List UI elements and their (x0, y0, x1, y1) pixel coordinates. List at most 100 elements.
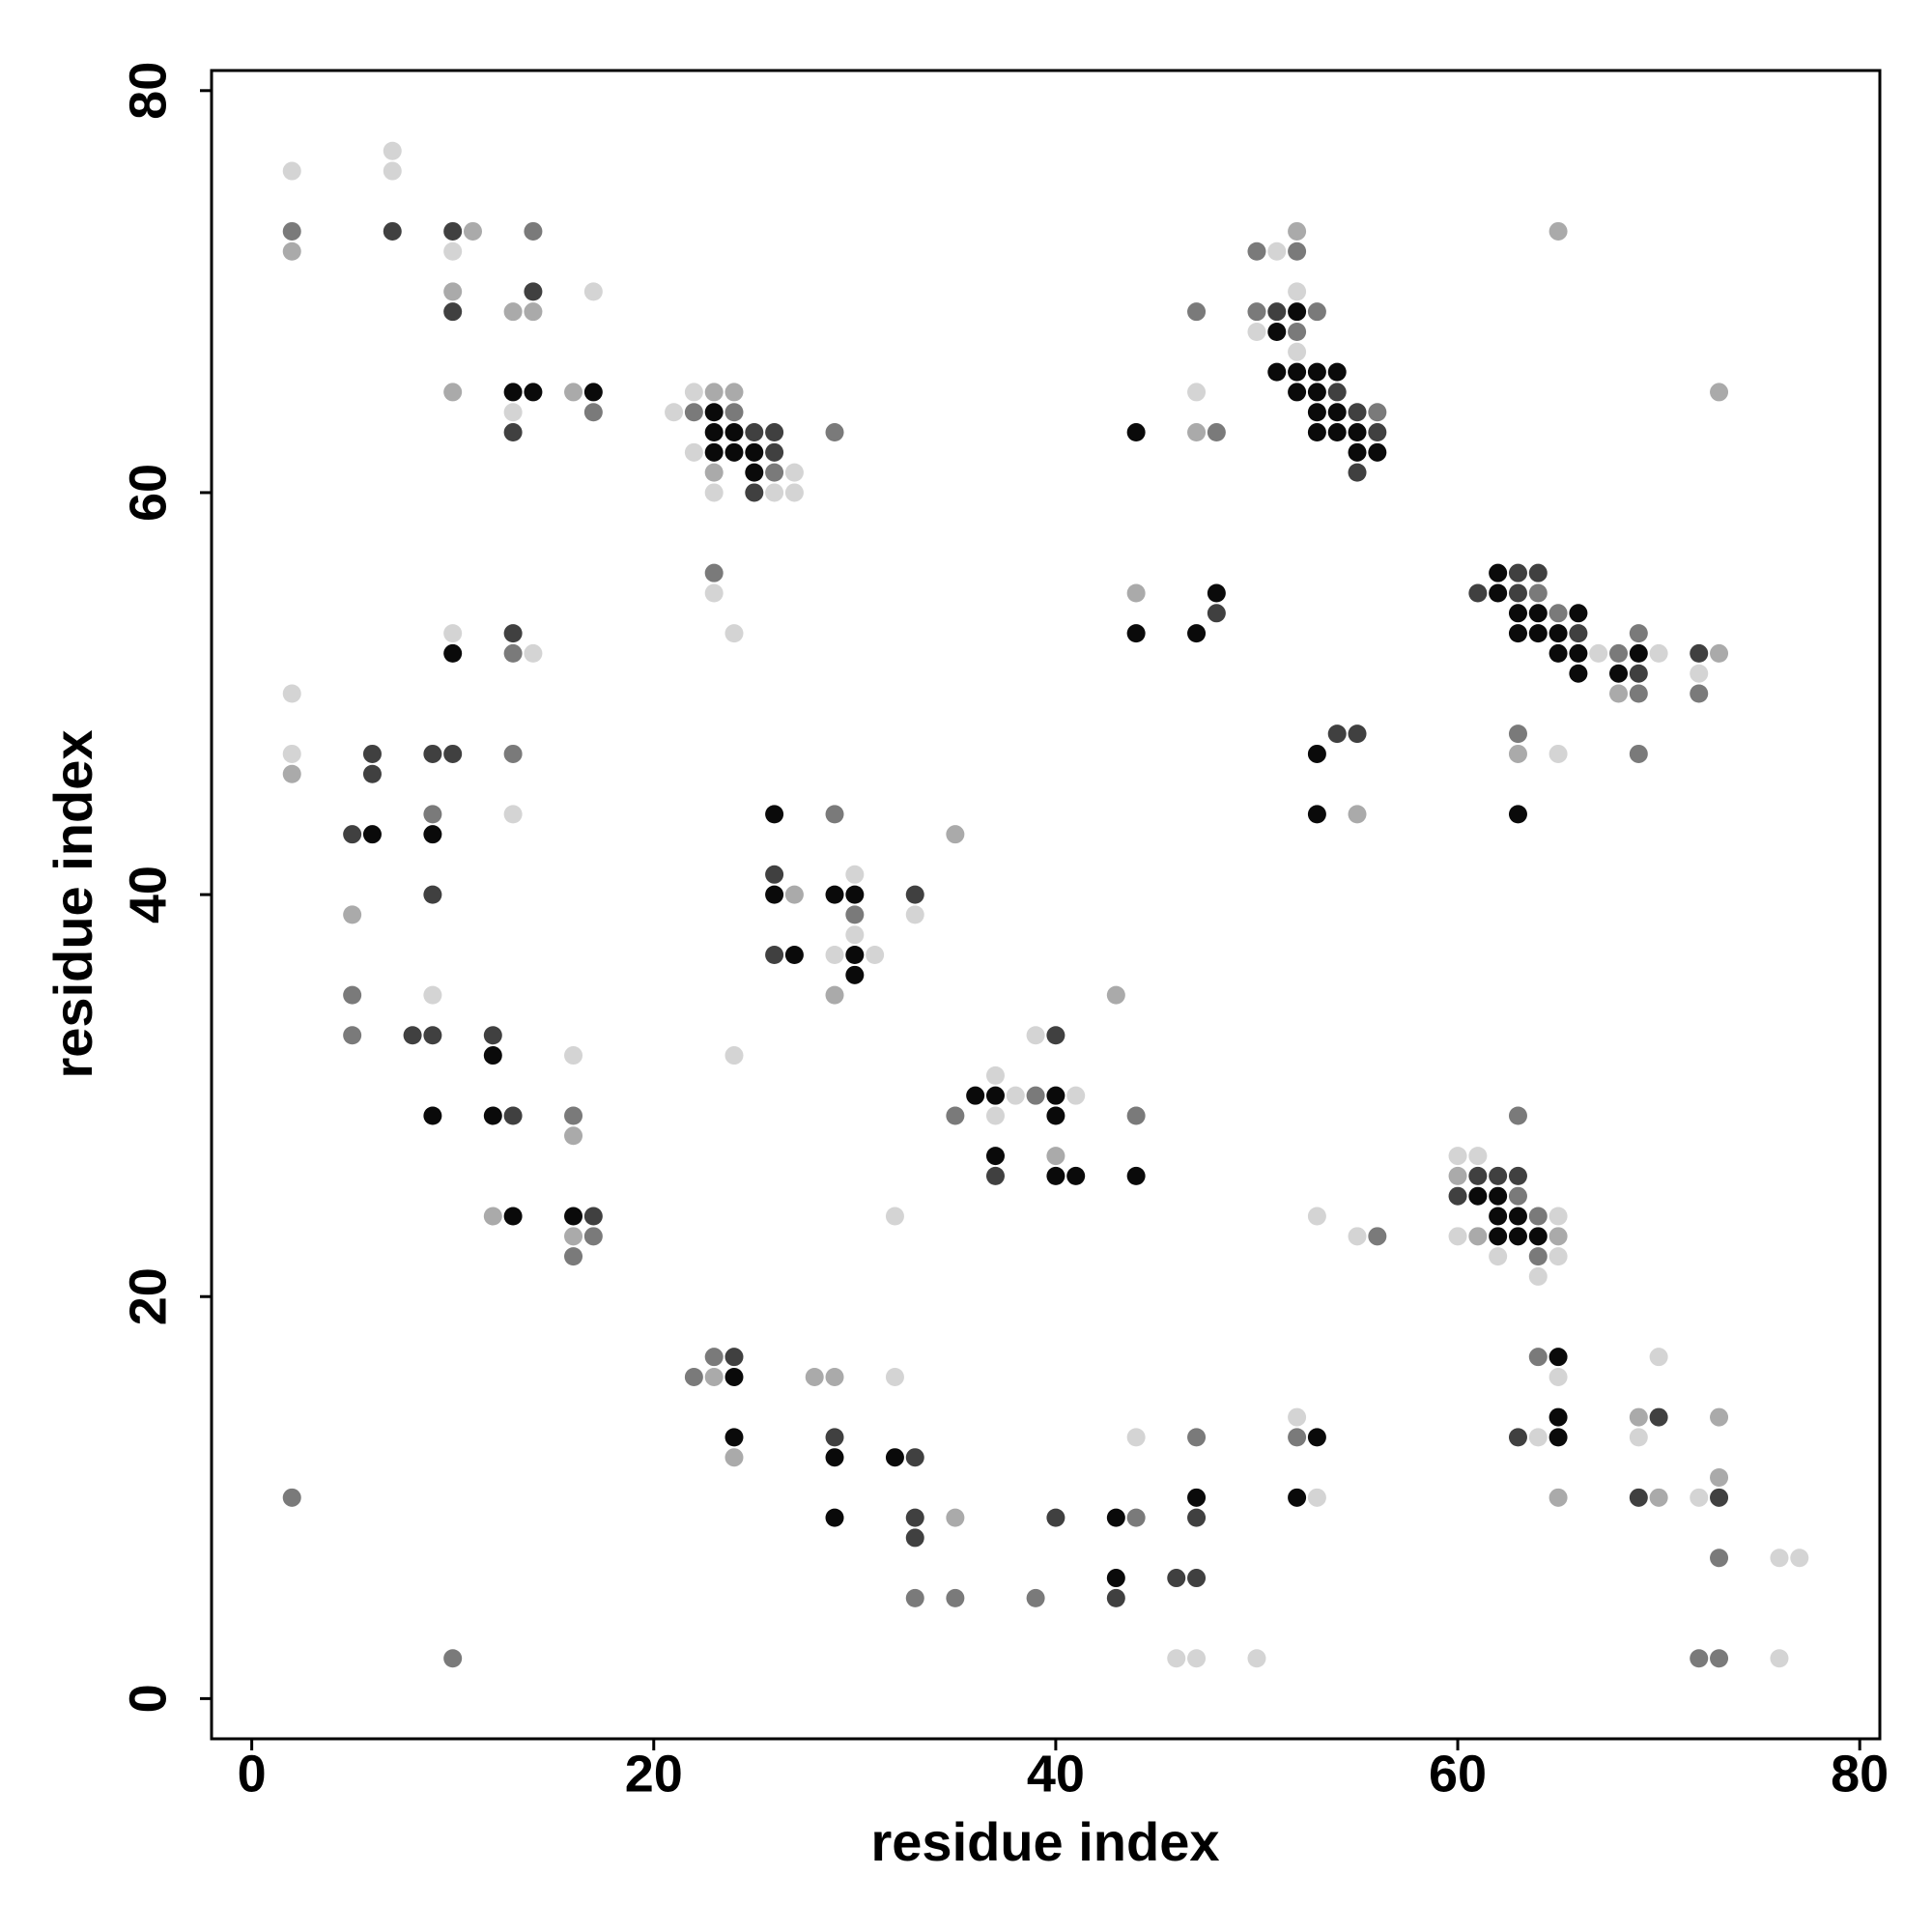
point (1267, 362, 1287, 382)
point (1247, 242, 1266, 261)
point (1569, 624, 1588, 643)
point (1629, 684, 1648, 703)
point (1307, 423, 1326, 442)
point (1468, 1147, 1488, 1166)
point (1629, 643, 1648, 663)
point (1307, 383, 1326, 402)
point (1187, 1649, 1207, 1668)
point (985, 1147, 1005, 1166)
point (443, 643, 463, 663)
point (1508, 624, 1527, 643)
y-tick-label: 0 (119, 1684, 177, 1713)
point (1187, 1569, 1207, 1588)
point (1247, 1649, 1266, 1668)
point (1528, 624, 1548, 643)
point (1368, 1227, 1387, 1246)
point (423, 985, 442, 1005)
point (724, 383, 744, 402)
point (1489, 1247, 1508, 1266)
point (443, 624, 463, 643)
point (724, 1448, 744, 1467)
point (1508, 604, 1527, 623)
point (343, 1026, 362, 1045)
point (524, 302, 543, 322)
point (1046, 1086, 1065, 1105)
point (1690, 1649, 1709, 1668)
point (745, 483, 764, 502)
point (1508, 1166, 1527, 1185)
point (1187, 383, 1207, 402)
point (282, 161, 301, 181)
point (885, 1367, 904, 1386)
point (1187, 302, 1207, 322)
point (1348, 463, 1367, 482)
point (704, 483, 724, 502)
point (684, 403, 703, 422)
point (985, 1065, 1005, 1085)
point (503, 805, 523, 824)
point (825, 1508, 844, 1527)
point (1288, 383, 1307, 402)
point (1288, 221, 1307, 241)
point (564, 1106, 583, 1125)
point (383, 221, 402, 241)
point (1548, 1488, 1568, 1507)
point (1307, 302, 1326, 322)
point (564, 1126, 583, 1146)
point (564, 1227, 583, 1246)
point (1126, 1166, 1146, 1185)
point (1006, 1086, 1025, 1105)
point (1187, 1428, 1207, 1447)
point (684, 1367, 703, 1386)
point (403, 1026, 422, 1045)
point (1548, 1227, 1568, 1246)
point (483, 1207, 502, 1226)
point (282, 764, 301, 783)
point (282, 744, 301, 763)
point (1046, 1166, 1065, 1185)
point (1307, 1207, 1326, 1226)
point (724, 442, 744, 462)
point (503, 403, 523, 422)
point (483, 1106, 502, 1125)
point (463, 221, 482, 241)
point (503, 423, 523, 442)
point (443, 1649, 463, 1668)
point (503, 744, 523, 763)
point (1508, 1428, 1527, 1447)
point (1026, 1026, 1045, 1045)
point (946, 825, 965, 844)
point (1528, 1247, 1548, 1266)
point (1690, 664, 1709, 683)
point (1508, 563, 1527, 582)
point (825, 1448, 844, 1467)
point (1126, 583, 1146, 603)
point (1710, 643, 1729, 663)
y-tick-label: 20 (119, 1267, 177, 1325)
point (443, 242, 463, 261)
point (724, 403, 744, 422)
y-tick-label: 80 (119, 62, 177, 120)
point (1489, 1207, 1508, 1226)
point (503, 383, 523, 402)
point (885, 1207, 904, 1226)
point (1609, 684, 1629, 703)
point (985, 1106, 1005, 1125)
point (1288, 1428, 1307, 1447)
point (423, 885, 442, 904)
point (1267, 302, 1287, 322)
point (503, 1207, 523, 1226)
point (524, 282, 543, 301)
point (483, 1026, 502, 1045)
point (765, 865, 784, 884)
point (905, 885, 924, 904)
point (1288, 242, 1307, 261)
point (825, 1428, 844, 1447)
point (704, 442, 724, 462)
point (825, 985, 844, 1005)
y-tick-label: 40 (119, 866, 177, 923)
point (1368, 442, 1387, 462)
point (282, 684, 301, 703)
point (704, 563, 724, 582)
point (1327, 724, 1347, 744)
